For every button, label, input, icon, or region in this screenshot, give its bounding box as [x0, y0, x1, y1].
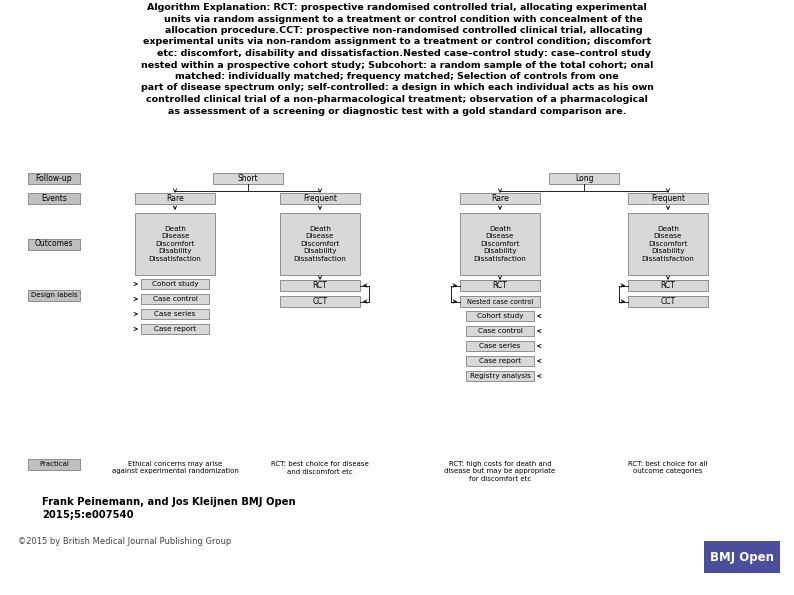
Text: Death
Disease
Discomfort
Disability
Dissatisfaction: Death Disease Discomfort Disability Diss…: [642, 226, 695, 262]
Text: part of disease spectrum only; self-controlled: a design in which each individua: part of disease spectrum only; self-cont…: [141, 83, 653, 92]
FancyBboxPatch shape: [141, 324, 209, 334]
Text: CCT: CCT: [312, 297, 328, 306]
Text: Cohort study: Cohort study: [476, 313, 523, 319]
FancyBboxPatch shape: [141, 279, 209, 289]
FancyBboxPatch shape: [628, 193, 708, 204]
Text: Frequent: Frequent: [651, 194, 685, 203]
Text: ©2015 by British Medical Journal Publishing Group: ©2015 by British Medical Journal Publish…: [18, 537, 231, 546]
Text: Case control: Case control: [152, 296, 198, 302]
Text: RCT: best choice for all
outcome categories: RCT: best choice for all outcome categor…: [628, 461, 707, 474]
Text: Case control: Case control: [477, 328, 522, 334]
FancyBboxPatch shape: [28, 193, 80, 204]
FancyBboxPatch shape: [628, 213, 708, 275]
FancyBboxPatch shape: [280, 296, 360, 307]
FancyBboxPatch shape: [704, 541, 780, 573]
FancyBboxPatch shape: [28, 239, 80, 249]
Text: Practical: Practical: [39, 462, 69, 468]
FancyBboxPatch shape: [135, 213, 215, 275]
FancyBboxPatch shape: [28, 290, 80, 301]
FancyBboxPatch shape: [466, 371, 534, 381]
Text: Events: Events: [41, 194, 67, 203]
FancyBboxPatch shape: [213, 173, 283, 184]
Text: Frank Peinemann, and Jos Kleijnen BMJ Open
2015;5:e007540: Frank Peinemann, and Jos Kleijnen BMJ Op…: [42, 497, 295, 520]
Text: nested within a prospective cohort study; Subcohort: a random sample of the tota: nested within a prospective cohort study…: [141, 61, 653, 70]
FancyBboxPatch shape: [28, 459, 80, 470]
FancyBboxPatch shape: [460, 193, 540, 204]
Text: Ethical concerns may arise
against experimental randomization: Ethical concerns may arise against exper…: [112, 461, 238, 474]
Text: Case series: Case series: [480, 343, 521, 349]
Text: Rare: Rare: [491, 194, 509, 203]
Text: Registry analysis: Registry analysis: [469, 373, 530, 379]
FancyBboxPatch shape: [466, 326, 534, 336]
FancyBboxPatch shape: [460, 280, 540, 291]
Text: Death
Disease
Discomfort
Disability
Dissatisfaction: Death Disease Discomfort Disability Diss…: [474, 226, 526, 262]
Text: RCT: best choice for disease
and discomfort etc: RCT: best choice for disease and discomf…: [271, 461, 369, 474]
Text: allocation procedure.CCT: prospective non-randomised controlled clinical trial, : allocation procedure.CCT: prospective no…: [152, 26, 642, 35]
Text: BMJ Open: BMJ Open: [710, 550, 774, 563]
Text: Rare: Rare: [166, 194, 184, 203]
Text: Case report: Case report: [154, 326, 196, 332]
FancyBboxPatch shape: [628, 296, 708, 307]
Text: units via random assignment to a treatment or control condition with concealment: units via random assignment to a treatme…: [151, 14, 643, 23]
FancyBboxPatch shape: [466, 341, 534, 351]
Text: etc: discomfort, disability and dissatisfaction.Nested case–control study: case–: etc: discomfort, disability and dissatis…: [144, 49, 650, 58]
Text: experimental units via non-random assignment to a treatment or control condition: experimental units via non-random assign…: [143, 37, 651, 46]
Text: Follow-up: Follow-up: [36, 174, 72, 183]
Text: matched: individually matched; frequency matched; Selection of controls from one: matched: individually matched; frequency…: [175, 72, 619, 81]
FancyBboxPatch shape: [549, 173, 619, 184]
Text: CCT: CCT: [661, 297, 676, 306]
Text: as assessment of a screening or diagnostic test with a gold standard comparison : as assessment of a screening or diagnost…: [168, 107, 626, 115]
FancyBboxPatch shape: [280, 213, 360, 275]
FancyBboxPatch shape: [28, 173, 80, 184]
Text: Case series: Case series: [154, 311, 195, 317]
Text: Frequent: Frequent: [303, 194, 337, 203]
Text: Algorithm Explanation: RCT: prospective randomised controlled trial, allocating : Algorithm Explanation: RCT: prospective …: [147, 3, 647, 12]
Text: RCT: RCT: [661, 281, 676, 290]
Text: Death
Disease
Discomfort
Disability
Dissatisfaction: Death Disease Discomfort Disability Diss…: [148, 226, 202, 262]
Text: Cohort study: Cohort study: [152, 281, 198, 287]
FancyBboxPatch shape: [141, 309, 209, 319]
Text: Short: Short: [237, 174, 258, 183]
Text: Outcomes: Outcomes: [35, 240, 73, 249]
Text: controlled clinical trial of a non-pharmacological treatment; observation of a p: controlled clinical trial of a non-pharm…: [146, 95, 648, 104]
FancyBboxPatch shape: [466, 311, 534, 321]
FancyBboxPatch shape: [466, 356, 534, 366]
FancyBboxPatch shape: [628, 280, 708, 291]
FancyBboxPatch shape: [280, 280, 360, 291]
Text: Death
Disease
Discomfort
Disability
Dissatisfaction: Death Disease Discomfort Disability Diss…: [294, 226, 346, 262]
Text: Long: Long: [575, 174, 593, 183]
FancyBboxPatch shape: [135, 193, 215, 204]
Text: RCT: RCT: [492, 281, 507, 290]
Text: Design labels: Design labels: [31, 293, 77, 299]
FancyBboxPatch shape: [460, 213, 540, 275]
Text: RCT: high costs for death and
disease but may be appropriate
for discomfort etc: RCT: high costs for death and disease bu…: [445, 461, 556, 482]
FancyBboxPatch shape: [460, 296, 540, 307]
Text: RCT: RCT: [313, 281, 327, 290]
FancyBboxPatch shape: [280, 193, 360, 204]
Text: Nested case control: Nested case control: [467, 299, 534, 305]
Text: Case report: Case report: [479, 358, 521, 364]
FancyBboxPatch shape: [141, 294, 209, 304]
